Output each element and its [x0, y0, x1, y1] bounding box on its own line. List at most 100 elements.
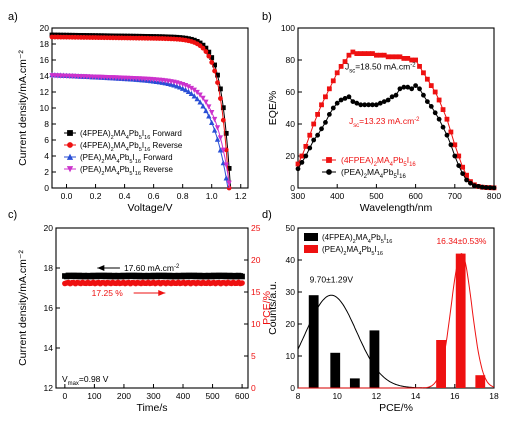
- x-tick-label: 100: [87, 391, 101, 401]
- y-axis-label: Current density/mA.cm⁻²: [17, 50, 29, 166]
- y2-tick-label: 0: [251, 383, 256, 393]
- y-tick-label: 0: [44, 183, 49, 193]
- eqe-point: [295, 166, 301, 172]
- eqe-point: [362, 51, 368, 56]
- eqe-point: [428, 104, 434, 109]
- jsc-annotation: Jsc=13.23 mA.cm-2: [349, 116, 420, 129]
- eqe-point: [373, 102, 379, 108]
- y-tick-label: 40: [286, 255, 296, 265]
- x-tick-label: 0.6: [148, 191, 160, 201]
- legend-entry: (PEA)2MA4Pb5I16: [322, 245, 383, 257]
- y2-tick-label: 25: [251, 223, 261, 233]
- eqe-point: [370, 102, 375, 108]
- eqe-point: [421, 92, 426, 98]
- jv-point: [209, 60, 215, 65]
- histogram-bar: [369, 330, 380, 388]
- arrow-left-head: [97, 265, 105, 271]
- eqe-point: [401, 56, 407, 61]
- jv-point: [214, 125, 221, 131]
- jv-point: [185, 88, 192, 95]
- legend-entry: (4FPEA)2MA4Pb5I16: [322, 233, 392, 245]
- y2-tick-label: 15: [251, 287, 261, 297]
- histogram-bar: [455, 253, 466, 388]
- panel-label-a: a): [8, 11, 18, 23]
- eqe-point: [366, 51, 371, 56]
- eqe-point: [315, 132, 321, 138]
- eqe-point: [354, 51, 360, 56]
- panel-label-d: d): [262, 209, 272, 221]
- eqe-point: [323, 94, 328, 100]
- jv-point: [220, 147, 226, 153]
- eqe-point: [444, 116, 450, 122]
- eqe-point: [436, 97, 442, 103]
- jv-point: [197, 92, 203, 98]
- jv-point: [197, 43, 203, 49]
- eqe-point: [464, 172, 469, 178]
- jv-point: [220, 117, 226, 123]
- eqe-point: [307, 145, 313, 151]
- fit-annotation: 16.34±0.53%: [436, 236, 486, 246]
- y-tick-label: 12: [44, 383, 54, 393]
- y-tick-label: 40: [286, 119, 296, 129]
- x-tick-label: 0.2: [90, 191, 102, 201]
- jv-point: [171, 82, 177, 88]
- eqe-point: [491, 185, 497, 191]
- legend-swatch: [304, 245, 318, 253]
- eqe-point: [440, 124, 446, 130]
- eqe-point: [424, 99, 430, 104]
- y-tick-label: 16: [44, 303, 54, 313]
- y-tick-label: 2: [44, 167, 49, 177]
- eqe-point: [354, 100, 360, 106]
- eqe-point: [330, 105, 336, 111]
- y-tick-label: 10: [286, 351, 296, 361]
- y-axis-label: EQE/%: [267, 91, 279, 125]
- eqe-point: [303, 153, 309, 159]
- stability-point: [239, 280, 245, 286]
- x-tick-label: 400: [330, 191, 344, 201]
- eqe-point: [432, 110, 438, 116]
- x-tick-label: 600: [235, 391, 249, 401]
- jv-point: [182, 87, 189, 93]
- x-tick-label: 500: [369, 191, 383, 201]
- eqe-point: [428, 83, 434, 88]
- jv-point: [200, 45, 206, 51]
- eqe-point: [311, 137, 317, 143]
- eqe-point: [346, 94, 352, 100]
- x-tick-label: 0: [62, 391, 67, 401]
- y-tick-label: 80: [286, 55, 296, 65]
- y-tick-label: 20: [286, 151, 296, 161]
- fit-annotation: 9.70±1.29V: [310, 274, 354, 284]
- jv-point: [194, 95, 200, 102]
- jv-point: [226, 180, 232, 186]
- jv-point: [223, 175, 229, 181]
- x-axis-label: Time/s: [136, 402, 167, 414]
- current-annotation: 17.60 mA.cm-2: [124, 263, 179, 273]
- eqe-point: [432, 89, 438, 95]
- histogram-bar: [330, 352, 341, 388]
- eqe-point: [334, 100, 340, 106]
- x-tick-label: 200: [117, 391, 131, 401]
- jv-point: [218, 96, 223, 101]
- gauss-fit: [298, 253, 495, 389]
- eqe-point: [315, 112, 321, 117]
- y-tick-label: 60: [286, 87, 296, 97]
- y2-axis-label: PCE/%: [261, 291, 273, 325]
- x-tick-label: 0.0: [61, 191, 73, 201]
- x-tick-label: 18: [489, 391, 499, 401]
- legend-entry: (4FPEA)2MA4Pb5I16 Reverse: [80, 141, 183, 153]
- eqe-point: [417, 86, 422, 92]
- plot-frame: [55, 227, 249, 389]
- x-tick-label: 1.2: [235, 191, 247, 201]
- eqe-point: [452, 153, 458, 159]
- y-tick-label: 18: [40, 39, 50, 49]
- x-tick-label: 14: [411, 391, 421, 401]
- jv-point: [200, 95, 206, 102]
- vmax-label: Vmax=0.98 V: [62, 374, 109, 387]
- eqe-point: [346, 52, 352, 58]
- jv-point: [212, 68, 218, 74]
- eqe-point: [483, 185, 489, 190]
- jv-point: [188, 90, 195, 97]
- x-axis-label: PCE/%: [379, 402, 413, 414]
- x-tick-label: 800: [487, 191, 501, 201]
